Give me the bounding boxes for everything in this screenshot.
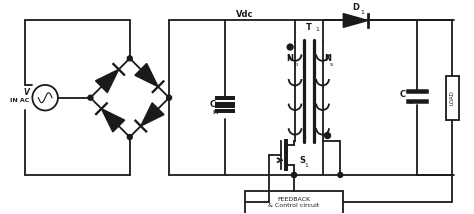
Polygon shape xyxy=(343,13,368,27)
Text: 1: 1 xyxy=(304,163,308,168)
Circle shape xyxy=(167,95,172,100)
Polygon shape xyxy=(96,69,119,93)
Polygon shape xyxy=(135,64,158,87)
Circle shape xyxy=(88,95,93,100)
Circle shape xyxy=(292,172,297,177)
Text: C: C xyxy=(400,90,406,99)
Circle shape xyxy=(338,172,343,177)
Text: LOAD: LOAD xyxy=(450,90,455,105)
Polygon shape xyxy=(141,103,164,126)
Circle shape xyxy=(128,135,132,140)
Text: IN AC: IN AC xyxy=(10,98,29,103)
Text: 1: 1 xyxy=(360,10,365,15)
Text: D: D xyxy=(352,3,359,12)
Text: s: s xyxy=(329,62,333,67)
Text: V: V xyxy=(24,88,29,97)
Text: 1: 1 xyxy=(316,27,319,32)
Text: T: T xyxy=(306,23,312,33)
Circle shape xyxy=(287,44,293,50)
Text: o: o xyxy=(408,100,412,105)
Circle shape xyxy=(325,133,330,138)
Circle shape xyxy=(128,56,132,61)
Text: Vdc: Vdc xyxy=(236,9,254,18)
Text: N: N xyxy=(325,54,331,63)
Bar xyxy=(446,76,459,120)
Text: FEEDBACK
& Control circuit: FEEDBACK & Control circuit xyxy=(268,197,319,208)
Text: N: N xyxy=(286,54,293,63)
Bar xyxy=(245,191,343,214)
Circle shape xyxy=(292,172,297,177)
Text: C: C xyxy=(209,100,215,109)
Polygon shape xyxy=(101,109,125,132)
Text: S: S xyxy=(299,156,305,165)
Text: p: p xyxy=(293,62,297,67)
Text: IN: IN xyxy=(213,110,219,115)
